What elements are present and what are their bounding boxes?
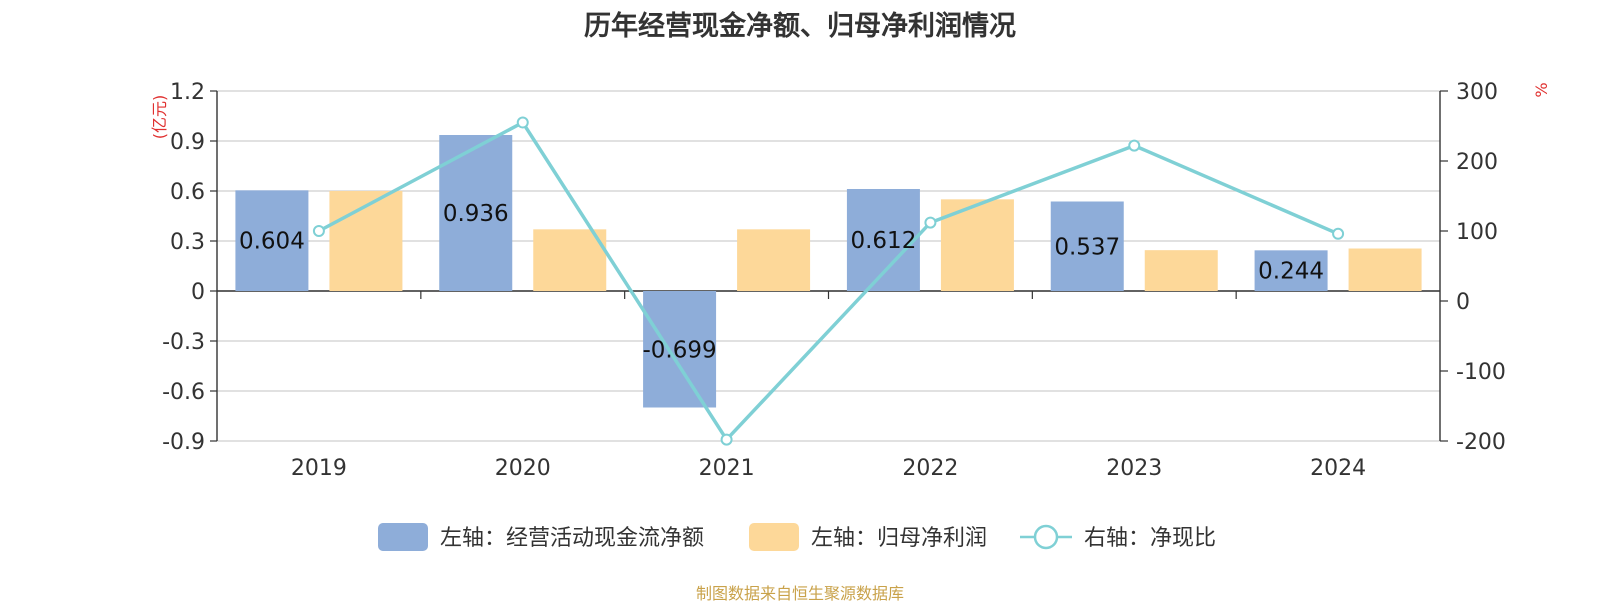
bar-value-label: 0.612	[850, 228, 916, 254]
left-tick-label: -0.3	[162, 330, 205, 355]
bar-value-label: 0.604	[239, 229, 305, 255]
right-tick-label: 200	[1456, 150, 1498, 175]
bar-value-label: 0.244	[1258, 259, 1324, 285]
legend[interactable]: 左轴：经营活动现金流净额 左轴：归母净利润 右轴：净现比	[378, 523, 1216, 551]
left-tick-label: 0.9	[170, 130, 205, 155]
left-tick-label: 1.2	[170, 80, 205, 105]
right-tick-label: -200	[1456, 430, 1506, 455]
bar-value-label: 0.537	[1054, 234, 1120, 260]
line-point	[924, 216, 937, 229]
line-point	[516, 116, 529, 129]
right-tick-label: -100	[1456, 360, 1506, 385]
source-note: 制图数据来自恒生聚源数据库	[695, 584, 904, 603]
left-tick-label: 0	[191, 280, 205, 305]
bar	[533, 229, 607, 291]
right-tick-label: 100	[1456, 220, 1498, 245]
bar-value-label: -0.699	[643, 337, 717, 363]
bar	[737, 229, 811, 291]
x-tick-label: 2024	[1310, 456, 1366, 481]
net-cash-ratio-line	[318, 120, 1339, 443]
line-point	[1332, 227, 1345, 240]
left-tick-label: -0.6	[162, 380, 205, 405]
chart-title: 历年经营现金净额、归母净利润情况	[584, 11, 1016, 42]
line-point	[720, 433, 733, 446]
legend-swatch	[378, 523, 428, 551]
left-tick-label: 0.6	[170, 180, 205, 205]
left-axis-unit: (亿元)	[150, 95, 169, 140]
data-labels: 0.604 0.936 -0.699 0.612 0.537 0.244	[239, 201, 1324, 363]
line-series	[312, 116, 1345, 446]
bar	[1050, 201, 1124, 291]
left-tick-label: 0.3	[170, 230, 205, 255]
legend-label: 左轴：归母净利润	[811, 526, 987, 551]
x-tick-label: 2021	[699, 456, 755, 481]
right-tick-label: 0	[1456, 290, 1470, 315]
legend-marker	[1033, 524, 1059, 550]
bar-value-label: 0.936	[443, 201, 509, 227]
legend-label: 右轴：净现比	[1084, 526, 1216, 551]
x-tick-label: 2020	[495, 456, 551, 481]
x-tick-label: 2022	[902, 456, 958, 481]
grid-lines	[217, 90, 1440, 442]
bar	[235, 190, 309, 291]
axes: 1.2 0.9 0.6 0.3 0 -0.3 -0.6 -0.9 300 200 100 0 -100 -…	[150, 80, 1551, 481]
left-tick-label: -0.9	[162, 430, 205, 455]
x-tick-label: 2019	[291, 456, 347, 481]
line-point	[312, 225, 325, 237]
bar	[643, 291, 717, 408]
bar	[1144, 250, 1218, 291]
bar-series	[235, 135, 1422, 408]
right-axis-unit: %	[1532, 82, 1551, 97]
line-point	[1128, 139, 1141, 152]
bar	[1348, 248, 1422, 291]
x-tick-label: 2023	[1106, 456, 1162, 481]
legend-swatch	[749, 523, 799, 551]
legend-label: 左轴：经营活动现金流净额	[440, 526, 704, 551]
bar	[1254, 250, 1328, 291]
right-tick-label: 300	[1456, 80, 1498, 105]
